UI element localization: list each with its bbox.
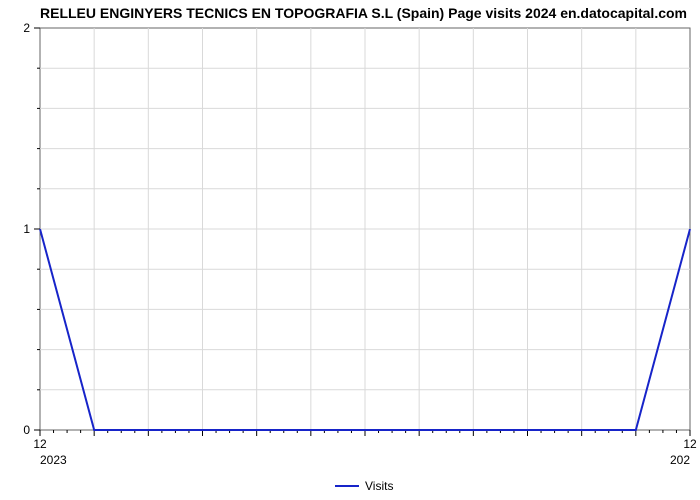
- svg-text:2: 2: [23, 21, 30, 35]
- chart-container: RELLEU ENGINYERS TECNICS EN TOPOGRAFIA S…: [0, 0, 700, 500]
- chart-svg: RELLEU ENGINYERS TECNICS EN TOPOGRAFIA S…: [0, 0, 700, 500]
- x-axis-ticks: 12 12 2023 202: [33, 430, 697, 467]
- svg-text:0: 0: [23, 423, 30, 437]
- svg-text:12: 12: [33, 437, 47, 451]
- legend: Visits: [335, 479, 393, 493]
- legend-label: Visits: [365, 479, 393, 493]
- svg-text:1: 1: [23, 222, 30, 236]
- svg-text:12: 12: [683, 437, 697, 451]
- svg-text:202: 202: [670, 453, 690, 467]
- y-axis-ticks: 0 1 2: [23, 21, 40, 437]
- svg-text:2023: 2023: [40, 453, 67, 467]
- chart-title: RELLEU ENGINYERS TECNICS EN TOPOGRAFIA S…: [40, 5, 687, 21]
